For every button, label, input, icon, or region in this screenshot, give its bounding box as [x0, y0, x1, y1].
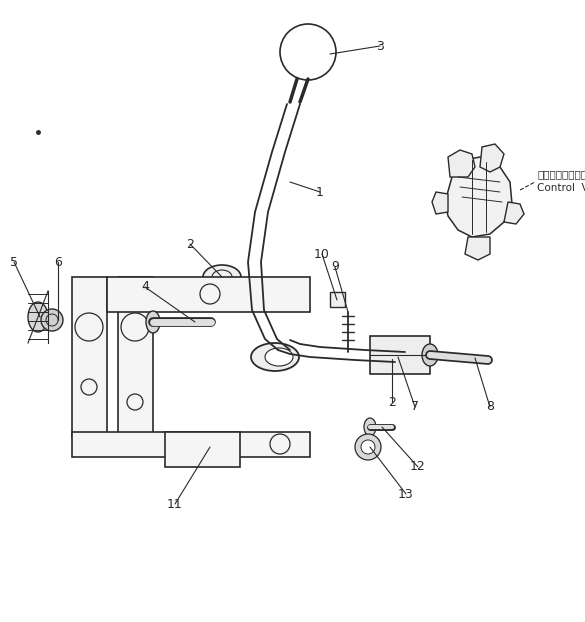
Text: 11: 11 — [167, 498, 183, 511]
Polygon shape — [72, 277, 107, 437]
Text: 9: 9 — [331, 261, 339, 274]
Polygon shape — [118, 277, 153, 437]
Polygon shape — [432, 192, 448, 214]
Text: 12: 12 — [410, 460, 426, 473]
Circle shape — [361, 440, 375, 454]
Text: コントロールバルブ: コントロールバルブ — [537, 169, 585, 179]
Text: 7: 7 — [411, 401, 419, 414]
Ellipse shape — [146, 311, 160, 333]
Ellipse shape — [203, 265, 241, 289]
Text: 10: 10 — [314, 248, 330, 261]
Text: 5: 5 — [10, 256, 18, 269]
Polygon shape — [480, 144, 504, 172]
Text: 13: 13 — [398, 488, 414, 501]
Ellipse shape — [422, 344, 438, 366]
Polygon shape — [448, 150, 475, 177]
Text: 4: 4 — [141, 281, 149, 294]
Text: 6: 6 — [54, 256, 62, 269]
Ellipse shape — [364, 418, 376, 436]
Text: Control  Valve: Control Valve — [537, 183, 585, 193]
Polygon shape — [370, 336, 430, 374]
Text: 2: 2 — [186, 238, 194, 251]
Ellipse shape — [373, 347, 411, 371]
Ellipse shape — [28, 302, 48, 332]
Ellipse shape — [251, 343, 299, 371]
Polygon shape — [107, 277, 310, 312]
Circle shape — [41, 309, 63, 331]
Text: 2: 2 — [388, 396, 396, 409]
Text: 8: 8 — [486, 401, 494, 414]
Circle shape — [280, 24, 336, 80]
Circle shape — [355, 434, 381, 460]
Polygon shape — [165, 432, 240, 467]
Polygon shape — [445, 157, 512, 237]
Text: 1: 1 — [316, 185, 324, 198]
Polygon shape — [465, 237, 490, 260]
Polygon shape — [72, 432, 310, 457]
Polygon shape — [330, 292, 345, 307]
Text: 3: 3 — [376, 40, 384, 52]
Ellipse shape — [265, 348, 293, 366]
Polygon shape — [504, 202, 524, 224]
